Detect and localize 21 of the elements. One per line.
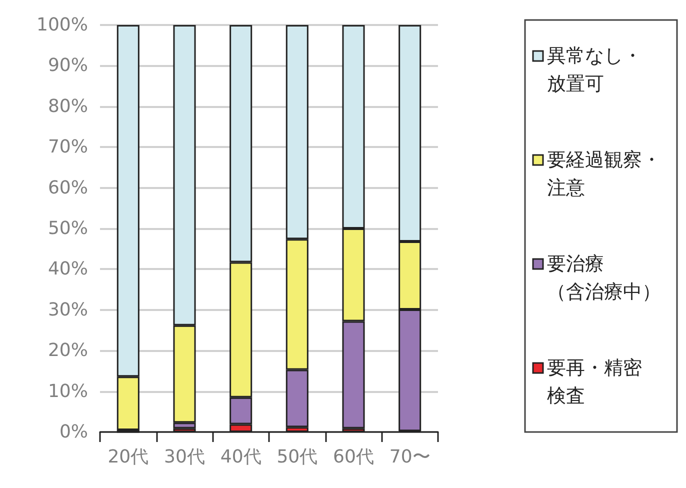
legend-label: 異常なし・放置可 — [547, 45, 642, 95]
y-tick-label: 60% — [48, 177, 88, 198]
y-tick-label: 10% — [48, 380, 88, 402]
x-tick-label: 40代 — [220, 446, 262, 468]
y-tick-label: 80% — [48, 96, 88, 117]
x-tick-label: 60代 — [333, 446, 374, 468]
legend-label: 要治療（含治療中） — [547, 253, 661, 303]
x-tick-label: 30代 — [164, 446, 205, 468]
x-tick-label: 70〜 — [389, 446, 430, 468]
y-tick-label: 30% — [48, 299, 88, 320]
y-tick-label: 90% — [48, 55, 88, 76]
x-tick-label: 20代 — [108, 446, 149, 468]
y-tick-label: 100% — [36, 14, 88, 36]
y-tick-label: 70% — [48, 136, 88, 158]
x-tick-label: 50代 — [276, 446, 318, 468]
legend-label: 要再・精密検査 — [547, 357, 642, 407]
legend-label: 要経過観察・注意 — [547, 149, 661, 199]
y-tick-label: 0% — [59, 422, 88, 442]
y-tick-label: 20% — [48, 340, 88, 362]
y-tick-label: 50% — [48, 218, 88, 239]
y-tick-label: 40% — [48, 258, 88, 280]
